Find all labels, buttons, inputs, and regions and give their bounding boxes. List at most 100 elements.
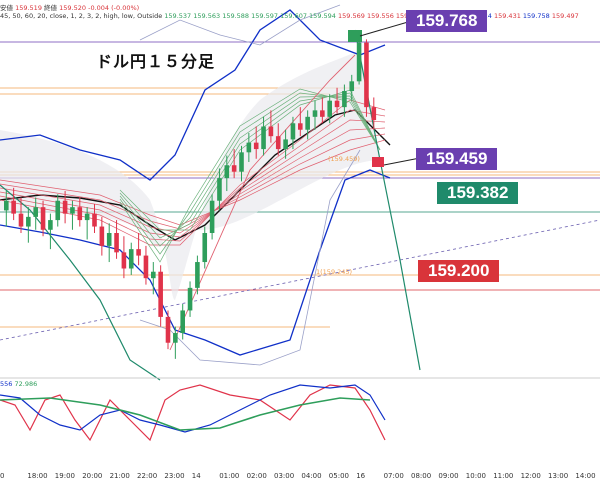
candle-body	[70, 207, 75, 214]
x-tick-label: 02:00	[247, 472, 267, 480]
candle-body	[128, 249, 134, 269]
outer-band-upper	[139, 4, 341, 46]
target-box-red	[372, 157, 384, 167]
candle-body	[275, 136, 281, 150]
x-tick-label: 13:00	[548, 472, 568, 480]
price-badge-top: 159.768	[406, 10, 488, 32]
ma-green-fan	[119, 95, 381, 247]
indicator-value: 159.597	[249, 12, 279, 20]
indicator-value-right: 159.497	[549, 12, 579, 20]
x-tick-label: 20:00	[82, 472, 102, 480]
candle-body	[151, 271, 156, 279]
candle-body	[187, 287, 193, 311]
fib-label: 1(159.245)	[316, 268, 353, 276]
x-tick-label: 11:00	[493, 472, 513, 480]
header-low-value: 159.519	[15, 4, 42, 12]
header-line-1: 安値 159.519 終値 159.520 -0.004 (-0.00%)	[0, 2, 139, 12]
osc-blue-line	[0, 384, 386, 433]
candle-body	[283, 139, 288, 150]
candle-body	[239, 152, 244, 172]
bollinger-fill	[0, 50, 380, 300]
header-close-label: 終値	[44, 4, 58, 12]
candle-body	[320, 110, 325, 117]
ma-green-fan	[119, 92, 381, 239]
x-tick-label: 19:00	[55, 472, 75, 480]
candle-body	[143, 255, 149, 279]
candle-body	[195, 262, 200, 288]
candle-body	[92, 213, 97, 227]
candles	[4, 36, 377, 359]
x-tick-label: 03:00	[274, 472, 294, 480]
candle-body	[18, 213, 24, 227]
candle-body	[349, 81, 355, 91]
x-axis: 0 18:00 19:00 20:00 21:00 22:00 23:00 14 01:00 02…	[0, 472, 596, 480]
candle-body	[356, 42, 362, 82]
x-tick-label: 04:00	[301, 472, 321, 480]
price-badge-159382: 159.382	[437, 182, 519, 204]
candle-body	[84, 213, 90, 221]
candle-body	[136, 249, 141, 256]
indicator-value: 159.594	[306, 12, 336, 20]
pointer-line-mid	[383, 157, 421, 166]
candle-body	[33, 207, 38, 217]
candle-body	[305, 116, 310, 130]
candle-body	[4, 200, 9, 211]
envelope-shade	[0, 50, 380, 300]
x-tick-label: 22:00	[137, 472, 157, 480]
candle-body	[209, 200, 215, 233]
candle-body	[26, 216, 31, 227]
indicator-value: 159.537	[164, 12, 192, 20]
price-badge-159200: 159.200	[418, 260, 500, 282]
indicator-values: 159.537 159.563 159.588 159.597 159.607 …	[164, 12, 423, 20]
x-tick-label: 0	[0, 472, 4, 480]
candle-body	[173, 333, 178, 343]
indicator-value: 159.607	[278, 12, 307, 20]
candle-body	[371, 107, 377, 121]
oscillator-label: 556 72.986	[0, 380, 37, 388]
candle-body	[55, 200, 61, 221]
bollinger-upper	[0, 9, 386, 181]
candle-body	[121, 252, 127, 269]
bollinger-lower	[0, 169, 391, 356]
candle-body	[114, 233, 119, 253]
candle-body	[327, 100, 332, 117]
candle-body	[202, 233, 208, 263]
x-tick-label: 18:00	[27, 472, 47, 480]
candle-body	[364, 42, 369, 108]
indicator-value: 159.588	[220, 12, 250, 20]
chart-title: ドル円１５分足	[96, 52, 216, 71]
x-tick-label: 16	[356, 472, 365, 480]
candle-body	[253, 142, 259, 150]
indicator-value: 159.569	[335, 12, 365, 20]
x-tick-label: 08:00	[411, 472, 431, 480]
teal-zigzag-left	[0, 184, 161, 381]
indicator-value: 159.556	[364, 12, 394, 20]
x-tick-label: 09:00	[438, 472, 458, 480]
price-badge-159459: 159.459	[416, 148, 498, 170]
header-close-value: 159.520	[59, 4, 87, 12]
candle-body	[217, 178, 222, 201]
x-tick-label: 23:00	[164, 472, 184, 480]
candle-body	[342, 91, 347, 108]
candle-body	[231, 165, 237, 172]
candle-body	[48, 220, 53, 230]
candle-body	[11, 200, 16, 214]
header-change-value: -0.004 (-0.00%)	[88, 4, 140, 12]
x-tick-label: 14:00	[575, 472, 595, 480]
osc-green-line	[0, 397, 371, 431]
candle-body	[246, 142, 252, 153]
x-tick-label: 14	[192, 472, 201, 480]
indicator-value: 159.563	[191, 12, 221, 20]
candle-body	[290, 123, 296, 140]
candle-body	[268, 126, 274, 137]
candle-body	[224, 165, 230, 179]
candle-body	[106, 233, 112, 246]
x-tick-label: 01:00	[219, 472, 239, 480]
candle-body	[334, 100, 340, 108]
candle-body	[40, 207, 46, 230]
candle-body	[158, 271, 163, 317]
candle-body	[77, 207, 83, 221]
osc-value-b: 72.986	[14, 380, 38, 388]
header-line-2: 45, 50, 60, 20, close, 1, 2, 3, 2, high,…	[0, 12, 423, 20]
